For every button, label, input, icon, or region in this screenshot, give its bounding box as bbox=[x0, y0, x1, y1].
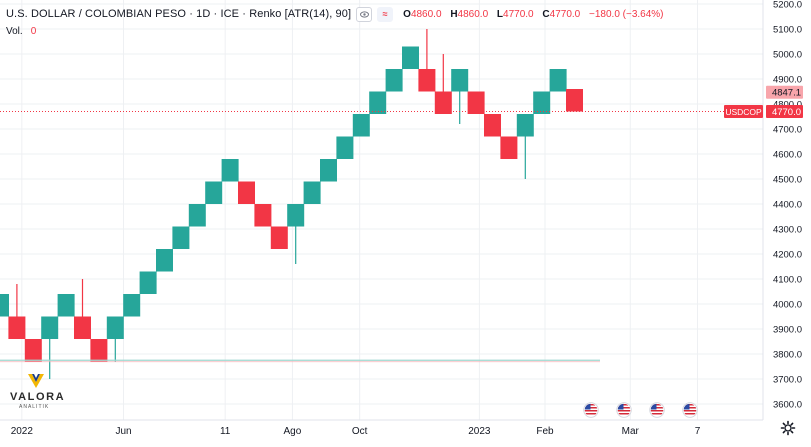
price-tick-label: 4700.0 bbox=[773, 125, 802, 136]
symbol-badge bbox=[724, 105, 763, 118]
renko-brick-up bbox=[516, 114, 534, 137]
price-tick-label: 3800.0 bbox=[773, 350, 802, 361]
renko-brick-up bbox=[533, 91, 551, 114]
renko-brick-up bbox=[385, 69, 403, 92]
price-tick-label: 4500.0 bbox=[773, 175, 802, 186]
renko-brick-down bbox=[254, 204, 272, 227]
last-value-label: 4847.1 bbox=[772, 88, 801, 99]
event-flag-icon[interactable] bbox=[682, 402, 698, 418]
renko-brick-down bbox=[90, 339, 108, 362]
renko-brick-up bbox=[139, 271, 157, 294]
event-flag-icon[interactable] bbox=[616, 402, 632, 418]
renko-brick-down bbox=[74, 316, 91, 339]
renko-brick-down bbox=[418, 69, 436, 92]
price-axis[interactable]: 3600.0 3700.0 3800.0 3900.0 4000.0 4100.0 4200… bbox=[724, 0, 803, 411]
symbol-title[interactable]: U.S. DOLLAR / COLOMBIAN PESO · 1D · ICE … bbox=[6, 8, 352, 20]
price-tick-label: 3600.0 bbox=[773, 400, 802, 411]
event-flag-icon[interactable] bbox=[583, 402, 599, 418]
renko-brick-up bbox=[303, 181, 321, 204]
price-tick-label: 3700.0 bbox=[773, 375, 802, 386]
renko-brick-up bbox=[172, 226, 190, 249]
price-tick-label: 5100.0 bbox=[773, 25, 802, 36]
renko-brick-down bbox=[484, 114, 501, 137]
price-tick-label: 4100.0 bbox=[773, 275, 802, 286]
valora-logo-icon bbox=[28, 374, 44, 388]
price-lines bbox=[0, 111, 763, 363]
eye-icon[interactable] bbox=[356, 6, 373, 22]
current-price-label: 4770.0 bbox=[772, 107, 801, 118]
current-price-badge bbox=[766, 105, 803, 118]
time-tick-label: 2023 bbox=[468, 426, 491, 437]
time-tick-label: 7 bbox=[695, 426, 701, 437]
logo-tagline: ANALITIK bbox=[19, 404, 50, 410]
price-tick-label: 3900.0 bbox=[773, 325, 802, 336]
price-tick-label: 5000.0 bbox=[773, 50, 802, 61]
close-value: 4770.0 bbox=[549, 8, 581, 20]
renko-brick-up bbox=[188, 204, 206, 227]
renko-brick-up bbox=[123, 294, 141, 317]
renko-brick-down bbox=[24, 339, 42, 362]
renko-brick-down bbox=[434, 91, 452, 114]
renko-brick-down bbox=[467, 91, 485, 114]
renko-bricks bbox=[0, 29, 583, 379]
symbol-legend[interactable]: U.S. DOLLAR / COLOMBIAN PESO · 1D · ICE … bbox=[6, 6, 667, 22]
price-tick-label: 5200.0 bbox=[773, 0, 802, 11]
last-value-badge bbox=[766, 85, 803, 99]
renko-brick-up bbox=[0, 294, 9, 317]
renko-brick-up bbox=[41, 316, 59, 339]
price-tick-label: 4300.0 bbox=[773, 225, 802, 236]
renko-brick-up bbox=[221, 159, 239, 182]
renko-brick-down bbox=[238, 181, 255, 204]
time-tick-label: 2022 bbox=[11, 426, 34, 437]
time-tick-label: Oct bbox=[352, 426, 368, 437]
ohlc-values: O4860.0 H4860.0 L4770.0 C4770.0 −180.0 (… bbox=[403, 8, 664, 20]
price-tick-label: 4400.0 bbox=[773, 200, 802, 211]
renko-brick-up bbox=[402, 46, 419, 69]
time-tick-label: Feb bbox=[536, 426, 554, 437]
grid-lines bbox=[0, 0, 764, 421]
renko-brick-down bbox=[500, 136, 518, 159]
renko-brick-up bbox=[57, 294, 75, 317]
price-tick-label: 4900.0 bbox=[773, 75, 802, 86]
renko-brick-up bbox=[369, 91, 387, 114]
price-tick-label: 4000.0 bbox=[773, 300, 802, 311]
time-tick-label: Ago bbox=[284, 426, 302, 437]
high-value: 4860.0 bbox=[457, 8, 489, 20]
open-value: 4860.0 bbox=[410, 8, 442, 20]
indicator-icon[interactable]: ≈ bbox=[377, 6, 394, 22]
renko-brick-down bbox=[8, 316, 26, 339]
low-value: 4770.0 bbox=[503, 8, 534, 20]
price-tick-label: 4600.0 bbox=[773, 150, 802, 161]
renko-brick-up bbox=[352, 114, 370, 137]
time-tick-label: Mar bbox=[622, 426, 640, 437]
volume-label: Vol. bbox=[6, 26, 23, 37]
logo-wordmark: VALORA bbox=[10, 391, 66, 403]
symbol-badge-label: USDCOP bbox=[725, 107, 762, 117]
renko-brick-up bbox=[287, 204, 305, 227]
time-tick-label: Jun bbox=[115, 426, 131, 437]
renko-brick-up bbox=[549, 69, 567, 92]
time-axis[interactable]: 2022 Jun 11 Ago Oct 2023 Feb Mar 7 bbox=[11, 426, 701, 437]
renko-brick-up bbox=[320, 159, 337, 182]
renko-brick-up bbox=[451, 69, 469, 92]
change-value: −180.0 (−3.64%) bbox=[589, 8, 664, 20]
renko-brick-up bbox=[156, 249, 173, 272]
time-tick-label: 11 bbox=[220, 426, 231, 437]
renko-brick-up bbox=[336, 136, 354, 159]
volume-value: 0 bbox=[30, 26, 37, 37]
renko-brick-up bbox=[106, 316, 124, 339]
renko-brick-down bbox=[270, 226, 288, 249]
price-tick-label: 4200.0 bbox=[773, 250, 802, 261]
settings-gear-icon[interactable] bbox=[780, 420, 796, 436]
event-flag-icon[interactable] bbox=[649, 402, 665, 418]
volume-legend[interactable]: Vol. 0 bbox=[6, 26, 36, 37]
renko-brick-down bbox=[566, 89, 583, 112]
renko-brick-up bbox=[205, 181, 223, 204]
